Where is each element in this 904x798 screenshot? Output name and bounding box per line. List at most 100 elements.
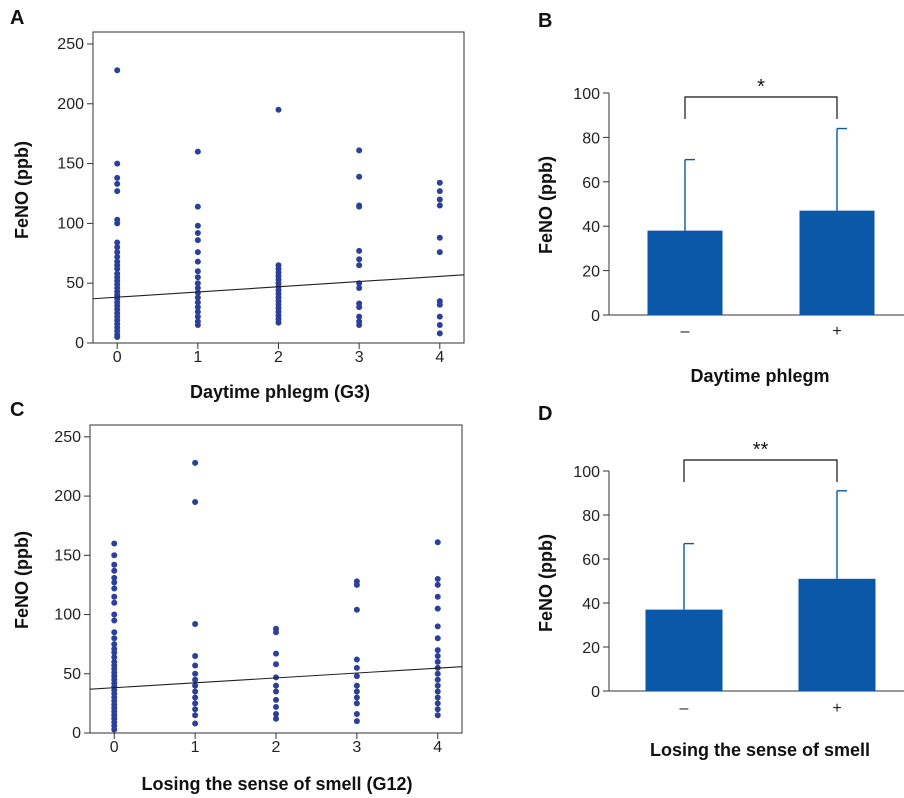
data-point bbox=[353, 694, 360, 701]
data-point bbox=[356, 304, 363, 311]
data-point bbox=[111, 574, 118, 581]
data-point bbox=[114, 67, 121, 74]
data-point bbox=[434, 682, 441, 689]
panel-letter: C bbox=[10, 399, 24, 421]
data-point bbox=[194, 322, 201, 329]
data-point bbox=[436, 179, 443, 186]
data-point bbox=[436, 313, 443, 320]
data-point bbox=[111, 593, 118, 600]
data-point bbox=[194, 280, 201, 287]
data-point bbox=[192, 706, 199, 713]
data-point bbox=[192, 662, 199, 669]
bar bbox=[798, 578, 876, 691]
data-point bbox=[192, 499, 199, 505]
data-point bbox=[114, 180, 121, 187]
data-point bbox=[434, 676, 441, 683]
data-point bbox=[194, 237, 201, 244]
data-point bbox=[114, 249, 121, 256]
data-point bbox=[353, 664, 360, 671]
data-point bbox=[114, 160, 121, 167]
data-point bbox=[194, 289, 201, 296]
data-point bbox=[353, 718, 360, 725]
data-point bbox=[194, 304, 201, 311]
significance-label: * bbox=[757, 76, 765, 98]
data-point bbox=[356, 313, 363, 320]
data-point bbox=[111, 726, 118, 733]
y-tick-label: 150 bbox=[54, 547, 81, 564]
data-point bbox=[111, 617, 118, 624]
data-point bbox=[273, 711, 279, 718]
y-tick-label: 40 bbox=[582, 596, 600, 613]
data-point bbox=[192, 720, 199, 727]
data-point bbox=[114, 220, 121, 227]
data-point bbox=[356, 262, 363, 269]
data-point bbox=[194, 203, 201, 210]
data-point bbox=[436, 322, 443, 329]
data-point bbox=[356, 147, 363, 154]
y-tick-label: 50 bbox=[63, 666, 81, 683]
data-point bbox=[434, 581, 441, 588]
data-point bbox=[194, 268, 201, 275]
y-tick-label: 200 bbox=[54, 488, 81, 505]
data-point bbox=[353, 700, 360, 707]
data-point bbox=[114, 188, 121, 195]
x-tick-label: 2 bbox=[272, 739, 281, 756]
data-point bbox=[192, 694, 199, 701]
data-point bbox=[356, 173, 363, 180]
data-point bbox=[111, 552, 118, 559]
y-tick-label: 20 bbox=[582, 264, 600, 281]
x-tick-label: – bbox=[680, 700, 689, 717]
data-point bbox=[353, 581, 360, 588]
x-axis-title: Losing the sense of smell bbox=[650, 740, 870, 760]
data-point bbox=[194, 222, 201, 229]
data-point bbox=[114, 334, 121, 341]
regression-line bbox=[89, 666, 463, 690]
y-axis-title: FeNO (ppb) bbox=[12, 141, 32, 239]
data-point bbox=[114, 265, 121, 272]
data-point bbox=[434, 712, 441, 719]
data-point bbox=[194, 284, 201, 291]
data-point bbox=[275, 106, 282, 113]
data-point bbox=[434, 706, 441, 713]
y-tick-label: 0 bbox=[591, 684, 600, 701]
data-point bbox=[111, 649, 118, 656]
bar bbox=[645, 609, 723, 691]
data-point bbox=[111, 561, 118, 568]
data-point bbox=[273, 661, 279, 668]
data-point bbox=[436, 202, 443, 209]
y-tick-label: 80 bbox=[582, 508, 600, 525]
y-tick-label: 250 bbox=[57, 36, 84, 53]
regression-line bbox=[92, 274, 465, 300]
x-tick-label: 4 bbox=[435, 349, 444, 366]
x-tick-label: 4 bbox=[433, 739, 442, 756]
data-point bbox=[434, 688, 441, 695]
data-point bbox=[273, 703, 279, 710]
data-point bbox=[436, 301, 443, 308]
y-tick-label: 40 bbox=[582, 219, 600, 236]
x-axis-title: Daytime phlegm bbox=[690, 366, 829, 386]
data-point bbox=[192, 670, 199, 677]
data-point bbox=[356, 284, 363, 291]
data-point bbox=[111, 579, 118, 586]
significance-label: ** bbox=[753, 439, 769, 461]
panel-letter: B bbox=[538, 10, 552, 32]
data-point bbox=[111, 654, 118, 661]
data-point bbox=[434, 653, 441, 659]
data-point bbox=[192, 700, 199, 707]
y-tick-label: 80 bbox=[582, 130, 600, 147]
y-tick-label: 0 bbox=[75, 335, 84, 352]
data-point bbox=[194, 274, 201, 281]
x-axis-title: Daytime phlegm (G3) bbox=[190, 382, 370, 402]
data-point bbox=[273, 650, 279, 657]
x-tick-label: 0 bbox=[113, 349, 122, 366]
significance-bracket bbox=[684, 96, 838, 119]
data-point bbox=[436, 196, 443, 203]
y-tick-label: 100 bbox=[57, 215, 84, 232]
x-tick-label: 3 bbox=[355, 349, 364, 366]
x-tick-label: + bbox=[832, 700, 841, 717]
x-tick-label: 2 bbox=[274, 349, 283, 366]
y-tick-label: 20 bbox=[582, 640, 600, 657]
data-point bbox=[194, 313, 201, 320]
y-axis-title: FeNO (ppb) bbox=[536, 534, 556, 632]
data-point bbox=[353, 606, 360, 613]
